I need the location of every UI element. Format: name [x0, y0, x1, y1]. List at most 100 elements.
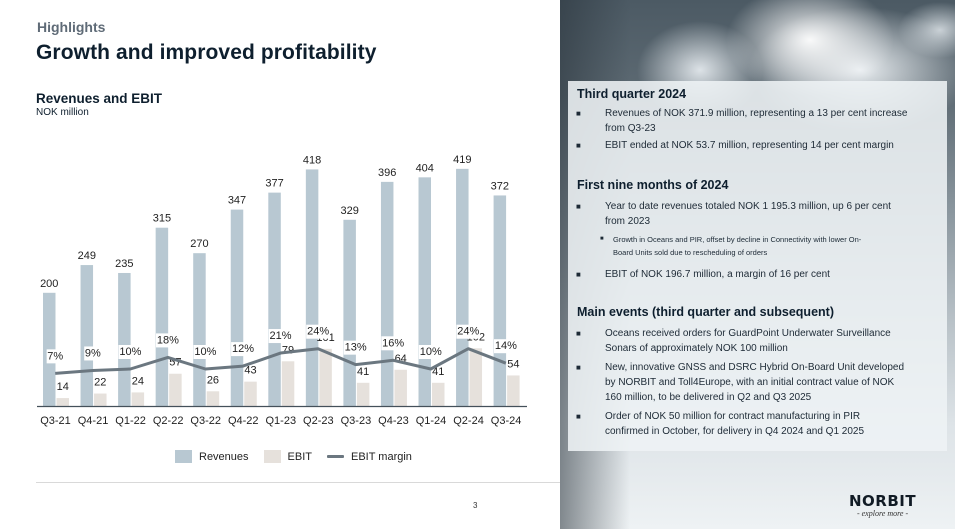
bullet-text-line: Board Units sold due to rescheduling of … [613, 248, 768, 257]
data-label-bg [268, 329, 293, 344]
data-label-ebit-margin: 10% [194, 346, 216, 358]
bullet-square-icon: ■ [576, 141, 581, 150]
data-label-bg [156, 333, 180, 348]
data-label-revenues: 235 [115, 258, 133, 270]
data-label-revenues: 418 [303, 154, 321, 166]
bullet-item: ■ Order of NOK 50 million for contract ma… [576, 409, 865, 439]
section-kicker: Highlights [37, 19, 106, 35]
bullet-text-line: Year to date revenues totaled NOK 1 195.… [605, 201, 891, 212]
bullet-item: ■ Revenues of NOK 371.9 million, represen… [576, 106, 907, 136]
bar-ebit [94, 393, 107, 406]
bar-revenues [456, 168, 469, 406]
data-label-bg [231, 342, 255, 357]
bar-ebit [169, 373, 182, 406]
bar-ebit [469, 348, 483, 406]
bullet-square-icon: ■ [576, 363, 581, 372]
data-label-ebit-margin: 21% [270, 330, 292, 342]
legend-label-ebit-margin: EBIT margin [351, 450, 412, 463]
data-label-revenues: 347 [228, 195, 246, 207]
bullet-square-icon: ■ [576, 329, 581, 338]
bullet-square-icon: ■ [576, 270, 581, 279]
x-tick-label: Q4-23 [378, 415, 409, 427]
data-label-ebit: 26 [207, 374, 219, 386]
bullet-square-icon: ■ [576, 109, 581, 118]
bullet-item: ■ EBIT of NOK 196.7 million, a margin of … [576, 267, 830, 282]
data-label-bg [46, 349, 64, 364]
bullet-text-line: Sonars of approximately NOK 100 million [605, 343, 788, 354]
bar-ebit [507, 375, 520, 406]
logo-wordmark: NORBIT [849, 492, 917, 510]
left-pane: Highlights Growth and improved profitabi… [36, 19, 560, 510]
section-heading: Third quarter 2024 [577, 87, 687, 101]
bullet-text-line: EBIT ended at NOK 53.7 million, represen… [605, 140, 894, 151]
bar-revenues [193, 253, 206, 406]
data-label-ebit-margin: 18% [157, 334, 179, 346]
bullet-text-line: by NORBIT and Toll4Europe, with an initi… [605, 377, 895, 388]
data-label-revenues: 329 [340, 205, 358, 217]
x-tick-label: Q1-22 [115, 415, 146, 427]
data-label-ebit-margin: 13% [345, 342, 367, 354]
bar-revenues [418, 177, 431, 406]
legend-label-revenues: Revenues [199, 450, 249, 463]
bar-revenues [343, 219, 356, 406]
data-label-revenues: 404 [416, 162, 434, 174]
data-label-bg [493, 339, 518, 354]
right-pane: Third quarter 2024 ■ Revenues of NOK 371.9… [560, 0, 955, 529]
bullet-text-line: from 2023 [605, 216, 651, 227]
legend-revenues: Revenues [175, 450, 249, 463]
data-label-ebit-margin: 9% [85, 347, 101, 359]
data-label-ebit-margin: 14% [495, 340, 517, 352]
data-label-ebit-margin: 24% [457, 326, 479, 338]
section-heading: Main events (third quarter and subsequen… [577, 305, 834, 319]
data-label-bg [418, 345, 443, 359]
legend-label-ebit: EBIT [287, 450, 312, 463]
x-tick-label: Q3-21 [40, 415, 71, 427]
data-label-bg [343, 340, 368, 355]
bar-ebit [131, 392, 145, 406]
data-label-bg [84, 346, 102, 361]
data-label-ebit-margin: 10% [119, 346, 141, 358]
bar-ebit [394, 369, 407, 406]
bar-revenues [155, 227, 169, 406]
legend-swatch-revenues [175, 450, 192, 463]
data-label-bg [118, 345, 143, 359]
data-label-ebit-margin: 24% [307, 326, 329, 338]
data-label-ebit: 41 [357, 366, 369, 378]
bullet-text-line: 160 million, to be delivered in Q2 and Q… [605, 392, 812, 403]
data-label-revenues: 377 [265, 178, 283, 190]
data-label-bg [306, 324, 330, 339]
data-label-ebit-margin: 7% [47, 350, 63, 362]
data-label-ebit: 43 [244, 365, 256, 377]
bullet-square-icon: ■ [576, 412, 581, 421]
data-label-bg [381, 336, 406, 351]
bar-ebit [319, 348, 332, 406]
page-title: Growth and improved profitability [36, 41, 377, 64]
bullet-item: ■ Oceans received orders for GuardPoint U… [576, 326, 891, 356]
bullet-text-line: confirmed in October, for delivery in Q4… [605, 426, 865, 437]
data-label-revenues: 249 [78, 250, 96, 262]
bullet-text-line: Oceans received orders for GuardPoint Un… [605, 328, 891, 339]
bullet-text-line: New, innovative GNSS and DSRC Hybrid On-… [605, 362, 905, 373]
x-tick-label: Q2-22 [153, 415, 184, 427]
revenues-ebit-chart: 20014Q3-2124922Q4-2123524Q1-2231557Q2-22… [37, 154, 527, 427]
data-label-revenues: 270 [190, 238, 208, 250]
x-tick-label: Q3-23 [341, 415, 372, 427]
bar-ebit [281, 361, 295, 406]
data-label-bg [456, 324, 481, 339]
bar-ebit [356, 382, 370, 406]
bar-revenues [380, 181, 394, 406]
data-label-ebit: 22 [94, 377, 106, 389]
data-label-ebit: 54 [507, 358, 519, 370]
data-label-ebit: 14 [57, 381, 69, 393]
x-tick-label: Q2-24 [453, 415, 484, 427]
chart-legend: Revenues EBIT EBIT margin [175, 450, 427, 463]
x-tick-label: Q1-24 [416, 415, 447, 427]
norbit-logo: NORBIT - explore more - [849, 492, 916, 518]
bar-revenues [268, 192, 281, 406]
legend-ebit-margin: EBIT margin [327, 451, 412, 463]
footer-divider [36, 482, 560, 483]
sub-bullet-item: ■ Growth in Oceans and PIR, offset by dec… [600, 233, 861, 259]
data-label-revenues: 200 [40, 278, 58, 290]
x-tick-label: Q3-24 [491, 415, 522, 427]
x-tick-label: Q1-23 [266, 415, 297, 427]
